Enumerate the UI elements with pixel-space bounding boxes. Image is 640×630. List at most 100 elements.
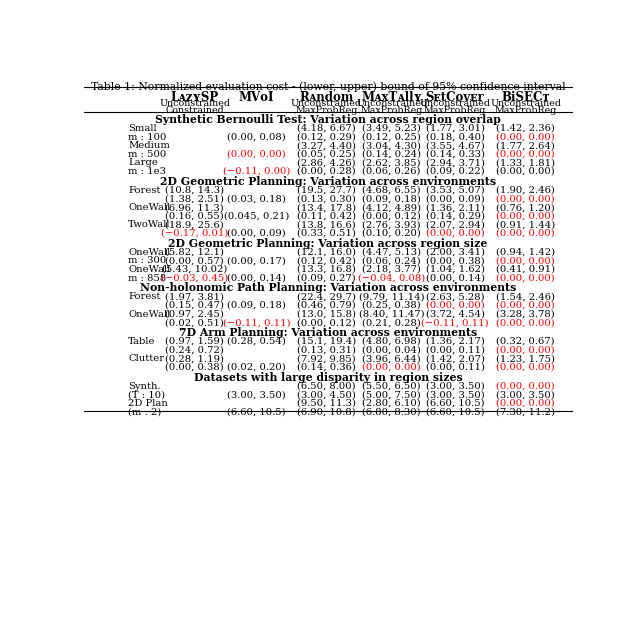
Text: Constrained: Constrained xyxy=(165,106,224,115)
Text: (0.13, 0.31): (0.13, 0.31) xyxy=(297,346,356,355)
Text: (0.21, 0.28): (0.21, 0.28) xyxy=(362,318,421,327)
Text: (0.00, 0.00): (0.00, 0.00) xyxy=(426,229,484,238)
Text: (0.00, 0.00): (0.00, 0.00) xyxy=(496,132,555,142)
Text: (0.00, 0.04): (0.00, 0.04) xyxy=(362,346,421,355)
Text: (1.97, 3.81): (1.97, 3.81) xyxy=(165,292,224,301)
Text: (0.00, 0.11): (0.00, 0.11) xyxy=(426,346,484,355)
Text: (0.00, 0.14): (0.00, 0.14) xyxy=(227,273,286,283)
Text: (0.09, 0.22): (0.09, 0.22) xyxy=(426,167,484,176)
Text: (1.90, 2.46): (1.90, 2.46) xyxy=(496,186,555,195)
Text: (0.00, 0.00): (0.00, 0.00) xyxy=(496,318,555,327)
Text: Table: Table xyxy=(128,337,156,346)
Text: (−0.11, 0.11): (−0.11, 0.11) xyxy=(223,318,291,327)
Text: (3.55, 4.67): (3.55, 4.67) xyxy=(426,141,484,150)
Text: MVᴏI: MVᴏI xyxy=(239,91,275,104)
Text: 2D Plan: 2D Plan xyxy=(128,399,168,408)
Text: (3.00, 3.50): (3.00, 3.50) xyxy=(496,391,555,399)
Text: (4.80, 6.98): (4.80, 6.98) xyxy=(362,337,421,346)
Text: (4.18, 6.67): (4.18, 6.67) xyxy=(297,124,356,133)
Text: (0.00, 0.00): (0.00, 0.00) xyxy=(362,363,421,372)
Text: (2.86, 4.26): (2.86, 4.26) xyxy=(297,158,356,168)
Text: (13.8, 16.6): (13.8, 16.6) xyxy=(297,220,356,229)
Text: m : 500: m : 500 xyxy=(128,150,166,159)
Text: (0.03, 0.18): (0.03, 0.18) xyxy=(227,195,286,203)
Text: (1.42, 2.36): (1.42, 2.36) xyxy=(496,124,555,133)
Text: 7D Arm Planning: Variation across environments: 7D Arm Planning: Variation across enviro… xyxy=(179,327,477,338)
Text: Unconstrained: Unconstrained xyxy=(490,100,561,108)
Text: MaxProbReg: MaxProbReg xyxy=(360,106,423,115)
Text: (0.06, 0.26): (0.06, 0.26) xyxy=(362,167,421,176)
Text: (0.14, 0.29): (0.14, 0.29) xyxy=(426,212,484,220)
Text: (1.33, 1.81): (1.33, 1.81) xyxy=(496,158,555,168)
Text: (10.8, 14.3): (10.8, 14.3) xyxy=(165,186,224,195)
Text: (6.80, 8.30): (6.80, 8.30) xyxy=(362,408,421,416)
Text: LᴀzʏSP: LᴀzʏSP xyxy=(171,91,219,104)
Text: Medium: Medium xyxy=(128,141,170,150)
Text: TwoWall: TwoWall xyxy=(128,220,170,229)
Text: m : 1e3: m : 1e3 xyxy=(128,167,166,176)
Text: (1.36, 2.11): (1.36, 2.11) xyxy=(426,203,484,212)
Text: m : 858: m : 858 xyxy=(128,273,166,283)
Text: (13.0, 15.8): (13.0, 15.8) xyxy=(297,309,356,319)
Text: (1.77, 2.64): (1.77, 2.64) xyxy=(496,141,555,150)
Text: (T : 10): (T : 10) xyxy=(128,391,165,399)
Text: (4.12, 4.89): (4.12, 4.89) xyxy=(362,203,421,212)
Text: 2D Geometric Planning: Variation across region size: 2D Geometric Planning: Variation across … xyxy=(168,238,488,248)
Text: (0.09, 0.18): (0.09, 0.18) xyxy=(362,195,421,203)
Text: (0.02, 0.20): (0.02, 0.20) xyxy=(227,363,286,372)
Text: (3.27, 4.40): (3.27, 4.40) xyxy=(297,141,356,150)
Text: MaxProbReg: MaxProbReg xyxy=(295,106,358,115)
Text: (0.46, 0.79): (0.46, 0.79) xyxy=(297,301,356,310)
Text: (0.00, 0.00): (0.00, 0.00) xyxy=(496,399,555,408)
Text: (6.96, 11.3): (6.96, 11.3) xyxy=(165,203,224,212)
Text: Unconstrained: Unconstrained xyxy=(159,100,230,108)
Text: (0.12, 0.29): (0.12, 0.29) xyxy=(297,132,356,142)
Text: (5.00, 7.50): (5.00, 7.50) xyxy=(362,391,421,399)
Text: (2.76, 3.93): (2.76, 3.93) xyxy=(362,220,421,229)
Text: (0.76, 1.20): (0.76, 1.20) xyxy=(496,203,555,212)
Text: (0.00, 0.00): (0.00, 0.00) xyxy=(496,195,555,203)
Text: MaxProbReg: MaxProbReg xyxy=(495,106,557,115)
Text: Unconstrained: Unconstrained xyxy=(420,100,491,108)
Text: (4.47, 5.13): (4.47, 5.13) xyxy=(362,248,421,256)
Text: (12.1, 16.0): (12.1, 16.0) xyxy=(297,248,356,256)
Text: (0.00, 0.00): (0.00, 0.00) xyxy=(496,382,555,391)
Text: (0.00, 0.28): (0.00, 0.28) xyxy=(297,167,356,176)
Text: (3.96, 6.44): (3.96, 6.44) xyxy=(362,354,421,364)
Text: (9.79, 11.14): (9.79, 11.14) xyxy=(359,292,424,301)
Text: (8.40, 11.47): (8.40, 11.47) xyxy=(359,309,424,319)
Text: (6.50, 8.00): (6.50, 8.00) xyxy=(297,382,356,391)
Text: (−0.04, 0.08): (−0.04, 0.08) xyxy=(358,273,425,283)
Text: (−0.17, 0.01): (−0.17, 0.01) xyxy=(161,229,228,238)
Text: (2.94, 3.71): (2.94, 3.71) xyxy=(426,158,484,168)
Text: OneWall: OneWall xyxy=(128,309,170,319)
Text: (0.00, 0.00): (0.00, 0.00) xyxy=(496,301,555,310)
Text: (0.00, 0.08): (0.00, 0.08) xyxy=(227,132,286,142)
Text: (0.00, 0.00): (0.00, 0.00) xyxy=(496,256,555,265)
Text: (0.09, 0.27): (0.09, 0.27) xyxy=(297,273,356,283)
Text: (0.14, 0.36): (0.14, 0.36) xyxy=(297,363,356,372)
Text: (13.3, 16.8): (13.3, 16.8) xyxy=(297,265,356,274)
Text: OneWall: OneWall xyxy=(128,203,170,212)
Text: (0.00, 0.00): (0.00, 0.00) xyxy=(496,363,555,372)
Text: (3.72, 4.54): (3.72, 4.54) xyxy=(426,309,484,319)
Text: (13.4, 17.8): (13.4, 17.8) xyxy=(297,203,356,212)
Text: Small: Small xyxy=(128,124,157,133)
Text: (3.00, 3.50): (3.00, 3.50) xyxy=(227,391,286,399)
Text: (0.14, 0.24): (0.14, 0.24) xyxy=(362,150,421,159)
Text: (2.62, 3.85): (2.62, 3.85) xyxy=(362,158,421,168)
Text: SᴇtCᴏᴠᴇr: SᴇtCᴏᴠᴇr xyxy=(426,91,484,104)
Text: (0.00, 0.12): (0.00, 0.12) xyxy=(362,212,421,220)
Text: (m : 2): (m : 2) xyxy=(128,408,161,416)
Text: (0.16, 0.55): (0.16, 0.55) xyxy=(165,212,224,220)
Text: (−0.11, 0.11): (−0.11, 0.11) xyxy=(421,318,489,327)
Text: (7.30, 11.2): (7.30, 11.2) xyxy=(496,408,555,416)
Text: (0.00, 0.00): (0.00, 0.00) xyxy=(227,150,286,159)
Text: (0.14, 0.33): (0.14, 0.33) xyxy=(426,150,484,159)
Text: (0.10, 0.20): (0.10, 0.20) xyxy=(362,229,421,238)
Text: (0.00, 0.00): (0.00, 0.00) xyxy=(496,229,555,238)
Text: (2.18, 3.77): (2.18, 3.77) xyxy=(362,265,421,274)
Text: (0.00, 0.00): (0.00, 0.00) xyxy=(496,273,555,283)
Text: (6.60, 10.5): (6.60, 10.5) xyxy=(426,399,484,408)
Text: (0.11, 0.42): (0.11, 0.42) xyxy=(297,212,356,220)
